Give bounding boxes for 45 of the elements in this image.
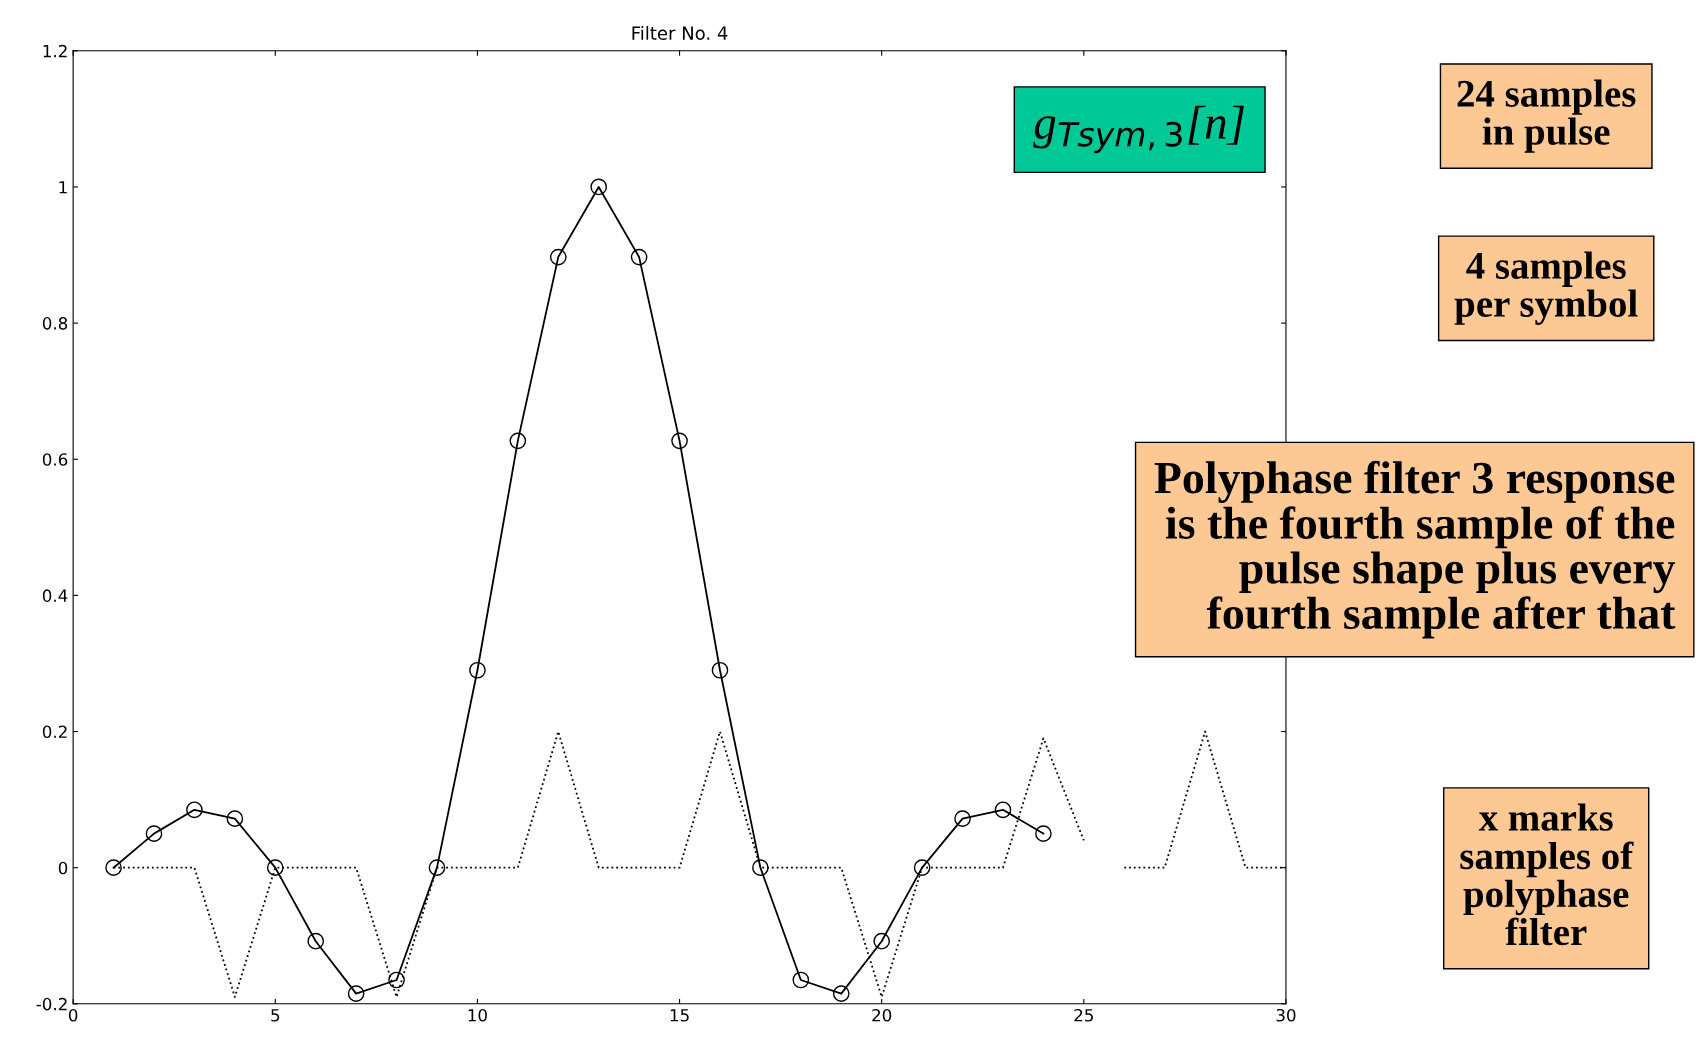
point (873, 932, 891, 950)
y-tick-label: 0.8 (42, 317, 68, 330)
point (994, 801, 1012, 819)
y-tick-label: 0 (58, 861, 68, 875)
point (388, 971, 405, 989)
annotation: g$_{Tsym,3}$[n] (1033, 105, 1244, 154)
x-tick-label: 0 (68, 1008, 78, 1022)
x-tick-label: 10 (468, 1008, 487, 1022)
point (509, 432, 527, 450)
y-tick-label: 0.6 (42, 453, 68, 466)
text: 24 samples in pulse (1457, 79, 1636, 153)
y-tick-label: -0.2 (36, 997, 67, 1011)
point (145, 825, 163, 842)
x-tick-label: 15 (670, 1009, 689, 1022)
y-tick-label: 0.4 (42, 589, 68, 602)
point (832, 985, 850, 1002)
y-tick-label: 1.2 (43, 44, 67, 58)
point (105, 859, 122, 877)
point (792, 971, 810, 989)
point (226, 810, 244, 827)
point (186, 801, 203, 819)
point (307, 932, 325, 950)
point (347, 985, 365, 1002)
point (752, 859, 769, 877)
point (630, 248, 648, 266)
point (711, 661, 729, 679)
annotation: Polyphase filter 3 response is the fourth sample of the pulse shape plus every fourth sample after that (1154, 460, 1676, 639)
x-tick-label: 5 (271, 1009, 280, 1022)
point (266, 859, 284, 877)
chart-title: Filter No. 4 (632, 25, 728, 40)
point (590, 178, 608, 196)
point (913, 859, 931, 877)
point (469, 661, 486, 679)
y-tick-label: 1 (59, 181, 67, 194)
point (1035, 825, 1052, 842)
point (671, 432, 688, 450)
point (428, 859, 446, 877)
text: 4 samples per symbol (1454, 251, 1638, 325)
y-tick-label: 0.2 (42, 725, 67, 739)
point (954, 810, 971, 827)
x-tick-label: 30 (1276, 1008, 1296, 1022)
x-tick-label: 25 (1074, 1008, 1093, 1022)
point (549, 248, 567, 266)
text: x marks samples of polyphase filter (1460, 803, 1634, 946)
x-tick-label: 20 (872, 1008, 892, 1022)
